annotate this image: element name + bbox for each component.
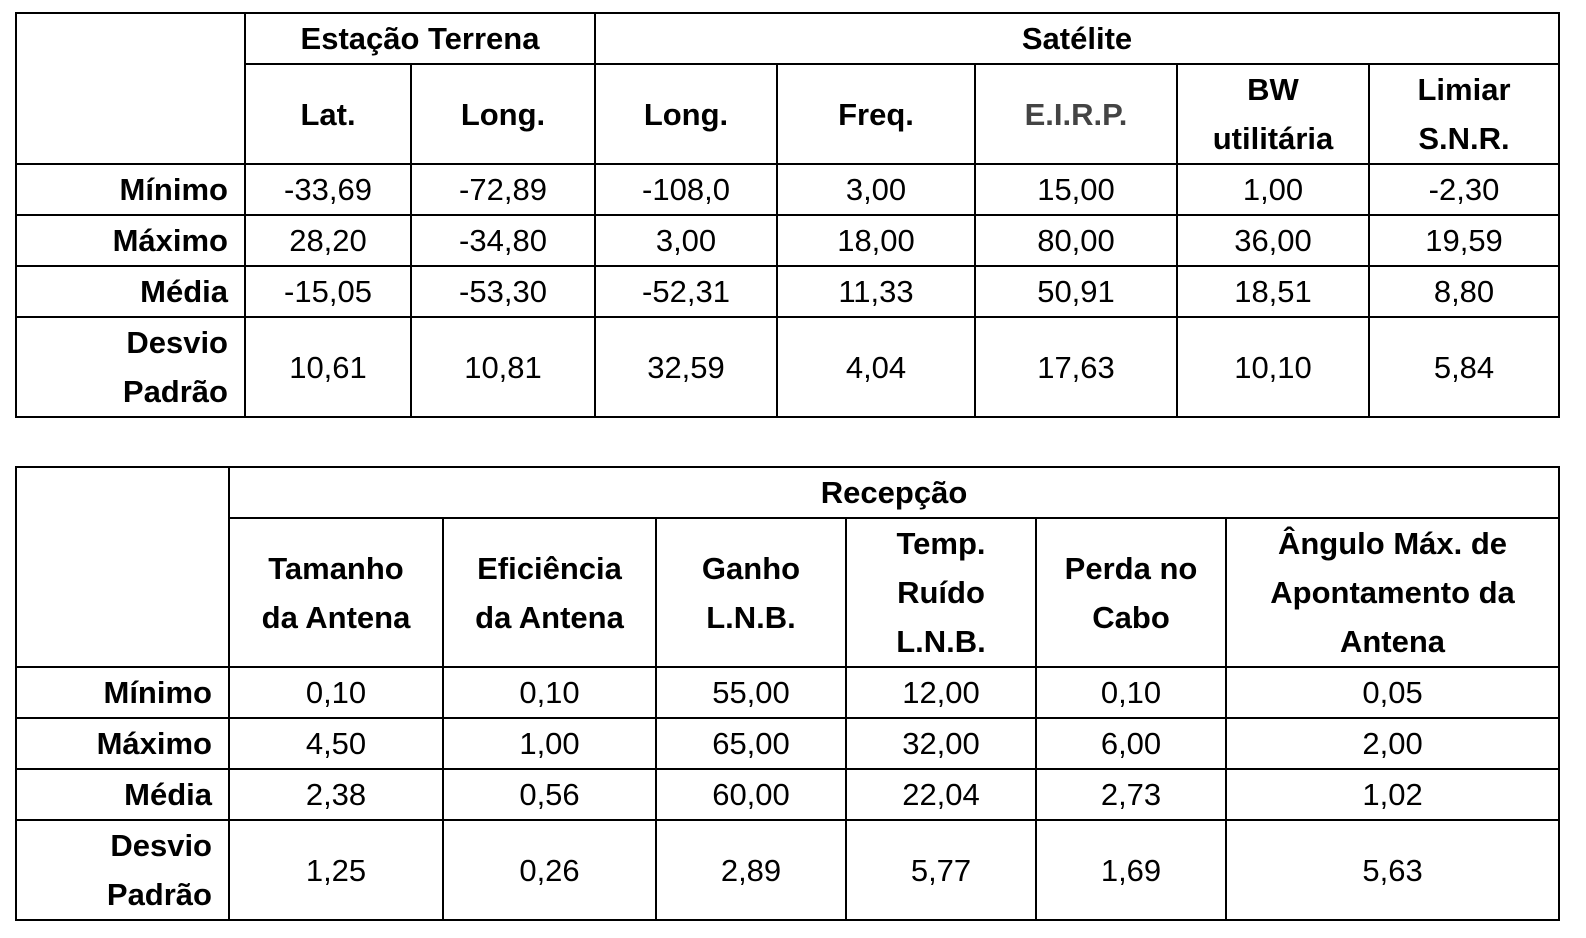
table-cell: -53,30 — [410, 265, 596, 318]
table-cell: 18,51 — [1176, 265, 1370, 318]
column-header-long-station: Long. — [410, 63, 596, 165]
column-header-bw: BW utilitária — [1176, 63, 1370, 165]
table-cell: 0,10 — [228, 666, 444, 719]
table-row: Média 2,38 0,56 60,00 22,04 2,73 1,02 — [15, 768, 1561, 821]
table-cell: 22,04 — [845, 768, 1037, 821]
column-header-long-satellite: Long. — [594, 63, 778, 165]
column-header-lnb-gain: Ganho L.N.B. — [655, 517, 847, 668]
table-cell: 80,00 — [974, 214, 1178, 267]
group-header-reception: Recepção — [227, 466, 1561, 519]
table-cell: 5,84 — [1367, 316, 1561, 418]
table-cell: 2,00 — [1224, 717, 1561, 770]
table-cell: -52,31 — [594, 265, 778, 318]
table-cell: -34,80 — [410, 214, 596, 267]
row-label: Média — [15, 265, 246, 318]
table-cell: -108,0 — [594, 163, 778, 216]
table-cell: 12,00 — [845, 666, 1037, 719]
row-label: Mínimo — [15, 666, 230, 719]
column-header-eirp: E.I.R.P. — [974, 63, 1178, 165]
table-row: Desvio Padrão 10,61 10,81 32,59 4,04 17,6… — [15, 316, 1561, 418]
statistics-table-earth-station-satellite: Estação Terrena Satélite Lat. Long. Long… — [15, 12, 1561, 418]
table-cell: 55,00 — [655, 666, 847, 719]
table-cell: 0,26 — [442, 819, 657, 921]
table-cell: -72,89 — [410, 163, 596, 216]
table-cell: 3,00 — [776, 163, 976, 216]
column-header-antenna-efficiency: Eficiência da Antena — [442, 517, 657, 668]
table-cell: 15,00 — [974, 163, 1178, 216]
column-header-cable-loss: Perda no Cabo — [1035, 517, 1227, 668]
table-row: Desvio Padrão 1,25 0,26 2,89 5,77 1,69 5,… — [15, 819, 1561, 921]
column-header-antenna-size: Tamanho da Antena — [228, 517, 444, 668]
table-cell: 1,25 — [228, 819, 444, 921]
group-header-satellite: Satélite — [593, 12, 1561, 65]
table-cell: 0,10 — [442, 666, 657, 719]
table-cell: 5,77 — [845, 819, 1037, 921]
table-cell: 2,89 — [655, 819, 847, 921]
table-row: Máximo 4,50 1,00 65,00 32,00 6,00 2,00 — [15, 717, 1561, 770]
table-row: Mínimo 0,10 0,10 55,00 12,00 0,10 0,05 — [15, 666, 1561, 719]
table-cell: 1,00 — [442, 717, 657, 770]
table-cell: 8,80 — [1367, 265, 1561, 318]
table-cell: 28,20 — [244, 214, 412, 267]
table-cell: 18,00 — [776, 214, 976, 267]
table-cell: 32,00 — [845, 717, 1037, 770]
table-cell: 50,91 — [974, 265, 1178, 318]
table-cell: 0,10 — [1035, 666, 1227, 719]
table-cell: -2,30 — [1367, 163, 1561, 216]
table-cell: 36,00 — [1176, 214, 1370, 267]
table-cell: 10,10 — [1176, 316, 1370, 418]
group-header-earth-station: Estação Terrena — [244, 12, 596, 65]
table-cell: 2,73 — [1035, 768, 1227, 821]
table-row: Máximo 28,20 -34,80 3,00 18,00 80,00 36,… — [15, 214, 1561, 267]
corner-cell — [15, 12, 246, 165]
table-row: Média -15,05 -53,30 -52,31 11,33 50,91 1… — [15, 265, 1561, 318]
column-header-lnb-noise-temp: Temp. Ruído L.N.B. — [845, 517, 1037, 668]
row-label: Desvio Padrão — [15, 316, 246, 418]
table-cell: 3,00 — [594, 214, 778, 267]
table-cell: -15,05 — [244, 265, 412, 318]
column-header-max-pointing-angle: Ângulo Máx. de Apontamento da Antena — [1224, 517, 1561, 668]
table-cell: 60,00 — [655, 768, 847, 821]
table-cell: 11,33 — [776, 265, 976, 318]
table-cell: 4,04 — [776, 316, 976, 418]
row-label: Máximo — [15, 214, 246, 267]
table-cell: 10,81 — [410, 316, 596, 418]
column-header-snr-threshold: Limiar S.N.R. — [1367, 63, 1561, 165]
statistics-table-reception: Recepção Tamanho da Antena Eficiência da A… — [15, 466, 1561, 921]
table-cell: 4,50 — [228, 717, 444, 770]
table-cell: 17,63 — [974, 316, 1178, 418]
row-label: Mínimo — [15, 163, 246, 216]
table-cell: 0,05 — [1224, 666, 1561, 719]
column-header-freq: Freq. — [776, 63, 976, 165]
table-cell: -33,69 — [244, 163, 412, 216]
table-cell: 19,59 — [1367, 214, 1561, 267]
table-row: Mínimo -33,69 -72,89 -108,0 3,00 15,00 1… — [15, 163, 1561, 216]
table-cell: 1,02 — [1224, 768, 1561, 821]
corner-cell — [15, 466, 230, 668]
table-cell: 1,00 — [1176, 163, 1370, 216]
table-cell: 1,69 — [1035, 819, 1227, 921]
table-cell: 0,56 — [442, 768, 657, 821]
table-cell: 6,00 — [1035, 717, 1227, 770]
table-cell: 32,59 — [594, 316, 778, 418]
row-label: Máximo — [15, 717, 230, 770]
table-cell: 65,00 — [655, 717, 847, 770]
row-label: Desvio Padrão — [15, 819, 230, 921]
table-cell: 2,38 — [228, 768, 444, 821]
row-label: Média — [15, 768, 230, 821]
column-header-lat: Lat. — [244, 63, 412, 165]
table-cell: 5,63 — [1224, 819, 1561, 921]
table-cell: 10,61 — [244, 316, 412, 418]
